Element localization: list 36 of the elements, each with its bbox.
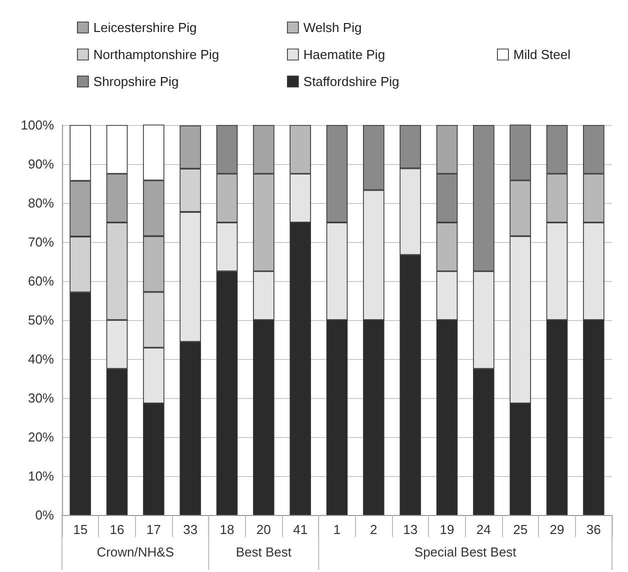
y-tick-label: 90% (28, 156, 54, 172)
legend-label: Northamptonshire Pig (93, 47, 220, 62)
y-tick-label: 10% (28, 468, 54, 484)
legend-label: Shropshire Pig (93, 74, 179, 89)
x-tick-label: 2 (370, 522, 378, 537)
y-tick-label: 50% (28, 312, 54, 328)
x-tick-label: 24 (476, 522, 491, 537)
text: Special Best Best (414, 544, 517, 560)
x-tick-label: 20 (256, 522, 271, 537)
y-tick-label: 70% (28, 234, 54, 250)
x-tick-label: 29 (550, 522, 564, 537)
x-tick-label: 33 (183, 522, 198, 537)
legend-label: Haematite Pig (303, 47, 386, 62)
legend-label: Welsh Pig (303, 20, 362, 35)
y-tick-label: 80% (28, 196, 54, 210)
x-tick-label: 15 (73, 522, 88, 537)
y-tick-label: 40% (28, 352, 54, 366)
text: Crown/NH&S (96, 544, 174, 560)
x-tick-label: 1 (333, 522, 341, 537)
x-tick-label: 18 (220, 522, 234, 537)
x-tick-label: 16 (110, 522, 124, 537)
legend-label: Staffordshire Pig (303, 74, 400, 89)
x-tick-label: 17 (146, 522, 161, 537)
x-tick-label: 13 (403, 522, 418, 537)
x-tick-label: 41 (293, 522, 308, 537)
y-tick-label: 20% (28, 430, 54, 444)
legend-label: Mild Steel (513, 47, 571, 62)
x-tick-label: 19 (440, 522, 454, 537)
x-tick-label: 25 (513, 522, 528, 537)
y-tick-label: 100% (20, 118, 54, 132)
y-tick-label: 30% (28, 390, 54, 406)
legend-label: Leicestershire Pig (93, 20, 197, 35)
x-tick-label: 36 (586, 522, 601, 537)
y-tick-label: 60% (28, 274, 54, 288)
y-tick-label: 0% (35, 508, 54, 522)
text: Best Best (236, 544, 292, 560)
